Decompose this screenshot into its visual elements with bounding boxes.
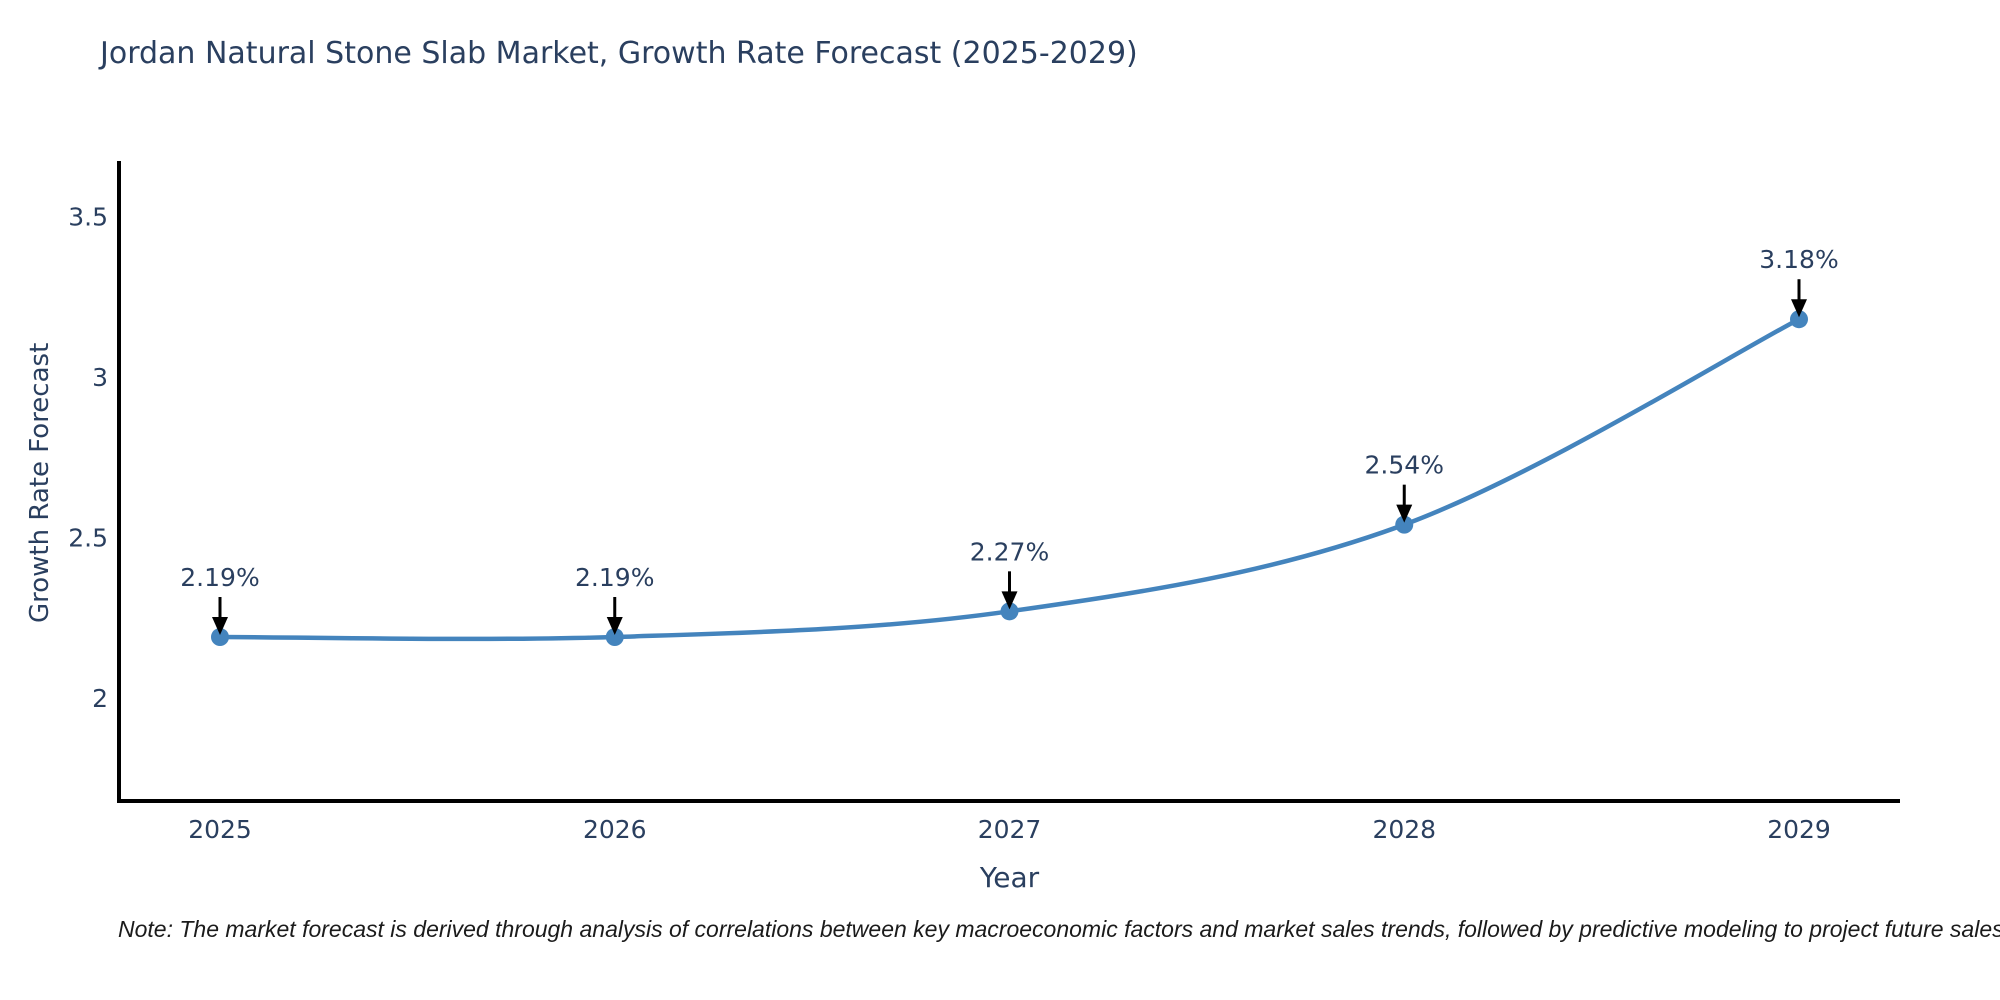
annotation-arrowhead-icon (606, 617, 623, 636)
data-point-marker[interactable] (605, 628, 624, 647)
annotation-arrowhead-icon (1001, 591, 1018, 610)
x-tick-label: 2025 (188, 815, 252, 844)
x-tick-label: 2027 (978, 815, 1042, 844)
y-tick-label: 3 (92, 363, 108, 392)
annotation-arrowhead-icon (1791, 299, 1807, 318)
x-axis-title: Year (979, 861, 1040, 894)
data-point-label: 2.54% (1365, 451, 1444, 480)
data-point-label: 2.19% (575, 563, 654, 592)
x-tick-label: 2029 (1767, 815, 1831, 844)
footnote: Note: The market forecast is derived thr… (118, 916, 2000, 942)
y-tick-label: 3.5 (68, 203, 108, 232)
data-point-marker[interactable] (1395, 515, 1414, 534)
y-tick-label: 2 (92, 684, 108, 713)
data-point-marker[interactable] (1790, 310, 1808, 329)
data-point-marker[interactable] (1000, 602, 1019, 621)
x-tick-label: 2026 (583, 815, 647, 844)
annotation-arrowhead-icon (1396, 504, 1413, 523)
forecast-line (219, 317, 1801, 642)
chart-title: Jordan Natural Stone Slab Market, Growth… (100, 36, 1138, 71)
data-point-label: 2.27% (970, 537, 1049, 566)
data-point-marker[interactable] (211, 628, 229, 647)
data-point-label: 2.19% (180, 563, 259, 592)
data-point-label: 3.18% (1759, 245, 1838, 274)
x-tick-label: 2028 (1372, 815, 1436, 844)
annotation-arrowhead-icon (212, 617, 228, 636)
y-tick-label: 2.5 (68, 524, 108, 553)
